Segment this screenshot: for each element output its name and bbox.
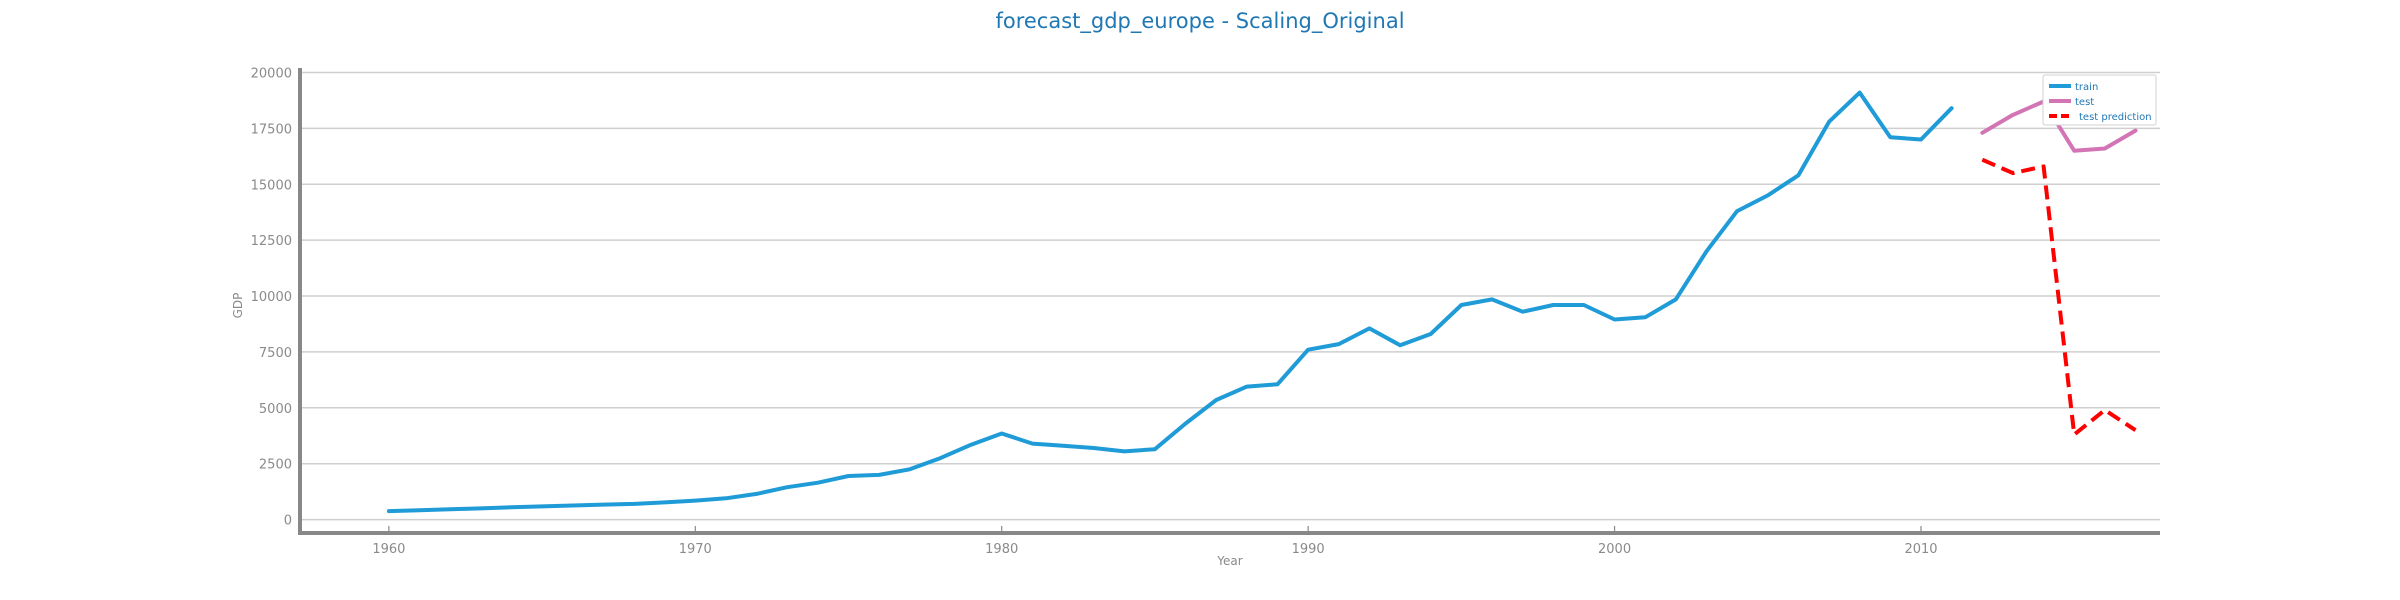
y-tick-label: 7500 <box>259 346 292 361</box>
x-tick-label: 1980 <box>985 542 1018 557</box>
y-tick-label: 17500 <box>251 122 292 137</box>
legend-label: test <box>2075 97 2094 108</box>
axes <box>298 68 2160 535</box>
x-tick-label: 1960 <box>372 542 405 557</box>
legend-box <box>2042 74 2157 126</box>
legend-label: test prediction <box>2079 112 2152 123</box>
y-tick-label: 2500 <box>259 458 292 473</box>
series-line-test-prediction <box>1981 157 2137 437</box>
y-tick-label: 10000 <box>251 290 292 305</box>
x-tick-label: 1970 <box>679 542 712 557</box>
x-tick-label: 2010 <box>1904 542 1937 557</box>
grid <box>300 71 2160 521</box>
y-tick-label: 0 <box>284 514 292 529</box>
chart-title: forecast_gdp_europe - Scaling_Original <box>995 9 1404 34</box>
y-tick-label: 20000 <box>251 66 292 81</box>
x-axis-ticks: 1960 1970 1980 1990 2000 2010 <box>372 526 1938 557</box>
y-axis-ticks: 0 2500 5000 7500 10000 12500 15000 17500 20000 <box>251 66 292 528</box>
legend-label: train <box>2075 82 2098 93</box>
series-layer <box>386 90 2138 514</box>
x-axis-label: Year <box>1216 554 1242 568</box>
x-tick-label: 1990 <box>1292 542 1325 557</box>
y-tick-label: 15000 <box>251 178 292 193</box>
y-axis-label: GDP <box>231 293 245 319</box>
series-line-test <box>1980 99 2138 153</box>
y-tick-label: 5000 <box>259 402 292 417</box>
y-tick-label: 12500 <box>251 234 292 249</box>
x-tick-label: 2000 <box>1598 542 1631 557</box>
series-line-train <box>386 90 1954 514</box>
legend: train test test prediction <box>2042 74 2157 126</box>
